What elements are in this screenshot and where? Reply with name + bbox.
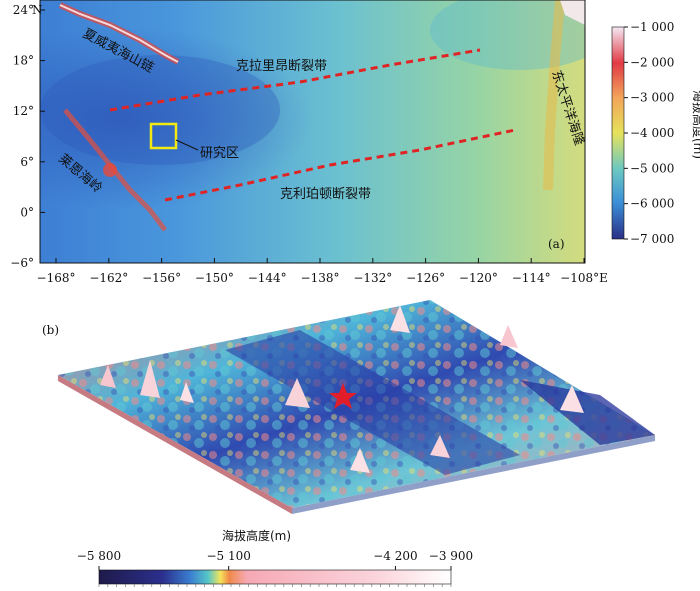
latitude-unit: N — [32, 3, 43, 17]
colorbar-b-tick-label: −4 200 — [373, 549, 417, 563]
colorbar-a-tick-label: −5 000 — [630, 161, 674, 175]
lon-tick-label: −108°E — [560, 271, 608, 285]
lon-tick-label: −120° — [459, 271, 498, 285]
label-study-area: 研究区 — [200, 146, 239, 161]
lat-tick-label: 0° — [20, 205, 34, 219]
lon-tick-label: −126° — [406, 271, 445, 285]
panel-a: 夏威夷海山链 克拉里昂断裂带 克利珀顿断裂带 研究区 莱恩海岭 东太平洋海隆 (… — [10, 0, 700, 285]
lon-tick-label: −138° — [301, 271, 340, 285]
label-clipperton: 克利珀顿断裂带 — [280, 187, 371, 202]
lon-tick-label: −144° — [248, 271, 287, 285]
colorbar-a-tick-label: −1 000 — [630, 20, 674, 34]
lat-tick-label: 12° — [13, 104, 34, 118]
lat-tick-label: 18° — [13, 54, 34, 68]
panel-b: (b) 海拔高度(m) −5 800 −5 — [42, 300, 655, 587]
lon-tick-label: −168° — [37, 271, 76, 285]
lat-tick-label: 24° — [13, 3, 34, 17]
colorbar-a-tick-label: −4 000 — [630, 126, 674, 140]
lon-tick-label: −114° — [512, 271, 551, 285]
lat-tick-label: 6° — [20, 155, 34, 169]
colorbar-b: 海拔高度(m) −5 800 −5 100 −4 200 −3 900 — [77, 528, 473, 587]
clarion-fracture-line — [109, 48, 481, 112]
latitude-axis: 24° 18° 12° 6° 0° −6° — [10, 3, 45, 270]
longitude-axis: −168° −162° −156° −150° −144° −138° −132° −126°… — [37, 258, 608, 285]
colorbar-a: −1 000 −2 000 −3 000 −4 000 −5 000 −6 000 −7 0… — [611, 20, 700, 246]
lon-tick-label: −150° — [195, 271, 234, 285]
colorbar-b-tick-label: −5 800 — [77, 549, 121, 563]
panel-b-label: (b) — [42, 323, 59, 337]
star-marker — [329, 383, 357, 409]
clipperton-fracture-line — [164, 128, 516, 202]
lon-tick-label: −132° — [353, 271, 392, 285]
panel-a-label: (a) — [548, 237, 565, 251]
label-clarion: 克拉里昂断裂带 — [236, 59, 327, 74]
study-area-box — [149, 122, 178, 150]
lon-tick-label: −162° — [89, 271, 128, 285]
colorbar-b-tick-label: −5 100 — [206, 549, 250, 563]
bathymetry-map — [40, 0, 585, 263]
lat-tick-label: −6° — [10, 256, 34, 270]
colorbar-b-tick-label: −3 900 — [429, 549, 473, 563]
colorbar-a-title: 海拔高度(m) — [691, 90, 700, 159]
colorbar-a-tick-label: −2 000 — [630, 55, 674, 69]
lon-tick-label: −156° — [142, 271, 181, 285]
colorbar-a-tick-label: −6 000 — [630, 197, 674, 211]
colorbar-b-title: 海拔高度(m) — [222, 528, 291, 543]
colorbar-a-tick-label: −3 000 — [630, 91, 674, 105]
colorbar-a-tick-label: −7 000 — [630, 232, 674, 246]
surface-3d — [58, 300, 655, 514]
